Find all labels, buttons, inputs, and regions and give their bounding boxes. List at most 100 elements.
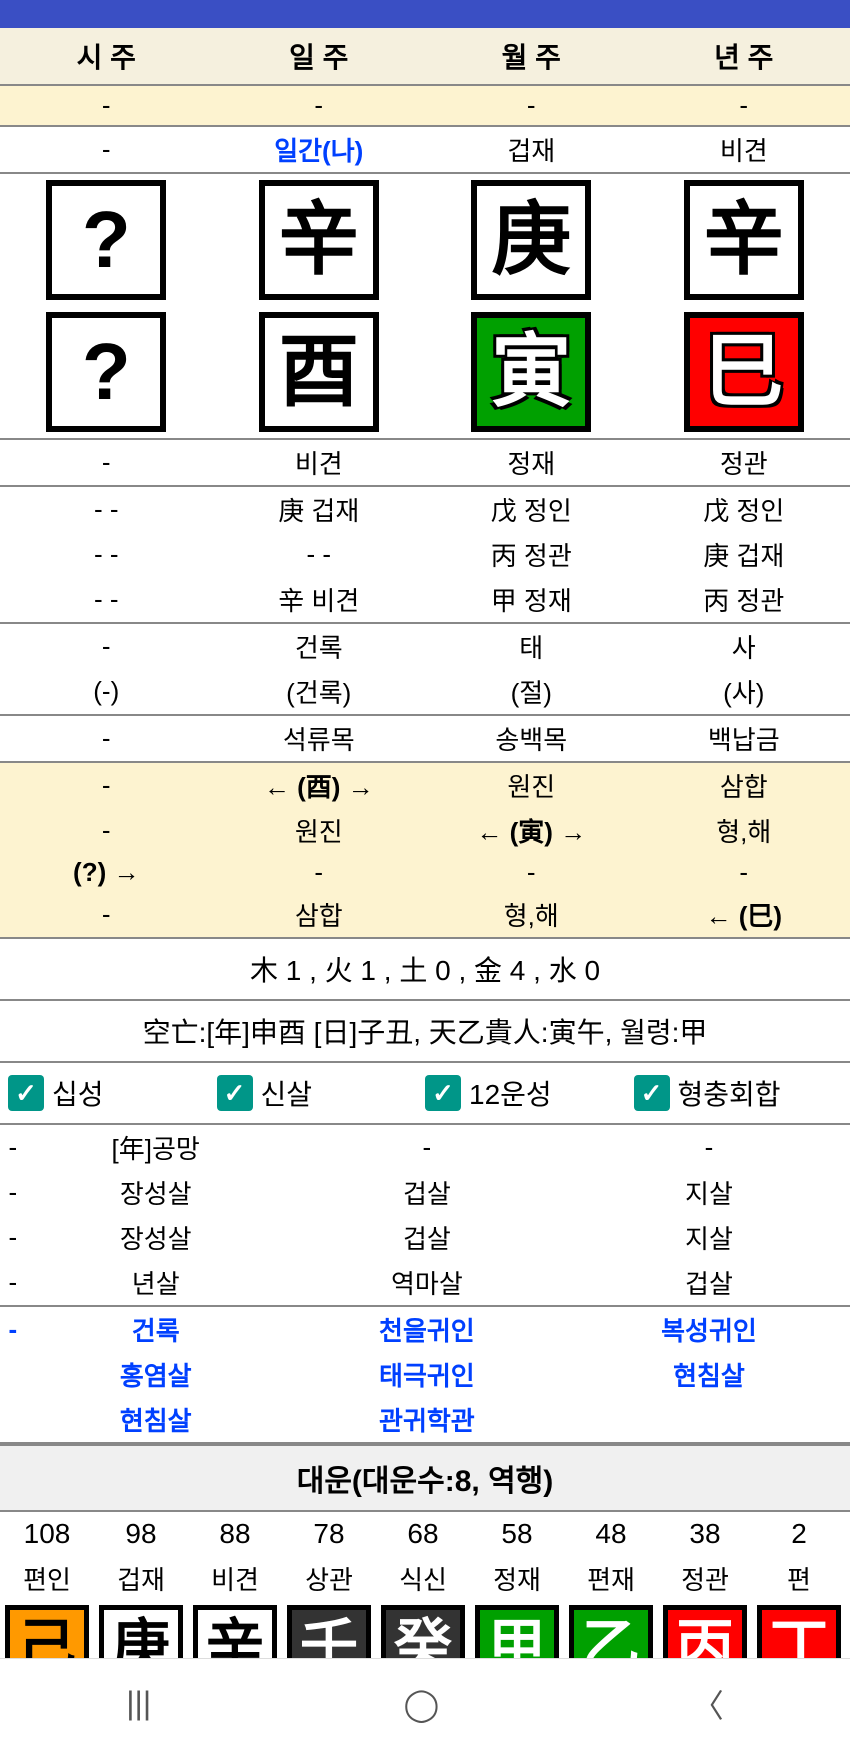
daeun-age: 98: [94, 1512, 188, 1556]
android-navbar: ||| ◯ 〈: [0, 1658, 850, 1748]
branch-hour[interactable]: ?: [46, 312, 166, 432]
cell: [0, 1352, 26, 1397]
hap-row: - 삼합 형,해 ← (巳): [0, 892, 850, 938]
cell: -: [0, 1125, 26, 1170]
sal-row: - 년살 역마살 겁살: [0, 1260, 850, 1306]
check-icon: ✓: [217, 1075, 253, 1111]
check-icon: ✓: [425, 1075, 461, 1111]
header-row: 시 주 일 주 월 주 년 주: [0, 28, 850, 85]
cell: 백납금: [638, 715, 850, 762]
cell: 겁살: [286, 1170, 568, 1215]
cell: 지살: [568, 1215, 850, 1260]
cell: 현침살: [26, 1397, 286, 1442]
cell: 장성살: [26, 1170, 286, 1215]
cell: 천을귀인: [286, 1306, 568, 1352]
daeun-label: 편인: [0, 1556, 94, 1605]
cell: 정관: [638, 439, 850, 486]
back-icon[interactable]: 〈: [692, 1681, 724, 1727]
daeun-label: 식신: [376, 1556, 470, 1605]
cell: 석류목: [213, 715, 426, 762]
check-label: 12운성: [469, 1073, 552, 1113]
check-12un[interactable]: ✓12운성: [425, 1073, 634, 1113]
cell: -: [0, 715, 213, 762]
cell: 辛 비견: [213, 577, 426, 623]
branch-row: ? 酉 寅 巳: [0, 306, 850, 439]
cell: -: [0, 1170, 26, 1215]
sal-row: - 장성살 겁살 지살: [0, 1215, 850, 1260]
cell: 형,해: [425, 892, 638, 938]
cell: 甲 정재: [425, 577, 638, 623]
cell: (사): [638, 669, 850, 715]
daeun-label: 정재: [470, 1556, 564, 1605]
sinsal-table: - [年]공망 - - - 장성살 겁살 지살 - 장성살 겁살 지살 - 년살…: [0, 1125, 850, 1442]
cell: -: [213, 853, 426, 892]
check-sinsal[interactable]: ✓신살: [217, 1073, 426, 1113]
napeum-row: - 석류목 송백목 백납금: [0, 715, 850, 762]
hidden-stem-row: - - 庚 겁재 戊 정인 戊 정인: [0, 486, 850, 532]
cell: 역마살: [286, 1260, 568, 1306]
cell: [0, 1397, 26, 1442]
check-label: 형충회합: [678, 1073, 781, 1113]
branch-year[interactable]: 巳: [684, 312, 804, 432]
home-icon[interactable]: ◯: [404, 1685, 440, 1723]
cell: 사: [638, 623, 850, 669]
main-table: 시 주 일 주 월 주 년 주 - - - - - 일간(나) 겁재 비견 ? …: [0, 28, 850, 1063]
cell: -: [0, 892, 213, 938]
daeun-age: 2: [752, 1512, 846, 1556]
daeun-label: 편재: [564, 1556, 658, 1605]
cell: 庚 겁재: [638, 532, 850, 577]
check-icon: ✓: [634, 1075, 670, 1111]
cell: - -: [0, 577, 213, 623]
checkbox-row: ✓십성 ✓신살 ✓12운성 ✓형충회합: [0, 1063, 850, 1125]
cell: 현침살: [568, 1352, 850, 1397]
cell: 원진: [213, 808, 426, 853]
cell: - -: [0, 532, 213, 577]
cell: 건록: [213, 623, 426, 669]
cell: 丙 정관: [425, 532, 638, 577]
cell: -: [0, 439, 213, 486]
hdr-year: 년 주: [638, 28, 850, 85]
cell: 장성살: [26, 1215, 286, 1260]
sal-row: - [年]공망 - -: [0, 1125, 850, 1170]
daeun-label: 비견: [188, 1556, 282, 1605]
cell: 태: [425, 623, 638, 669]
hap-row: - ← (酉) → 원진 삼합: [0, 762, 850, 808]
info-text: 空亡:[年]申酉 [日]子丑, 天乙貴人:寅午, 월령:甲: [0, 1000, 850, 1062]
stem-day[interactable]: 辛: [259, 180, 379, 300]
check-label: 십성: [52, 1073, 104, 1113]
branch-day[interactable]: 酉: [259, 312, 379, 432]
check-hap[interactable]: ✓형충회합: [634, 1073, 843, 1113]
cell: - -: [213, 532, 426, 577]
cell: 비견: [213, 439, 426, 486]
cell: 건록: [26, 1306, 286, 1352]
cell: 비견: [638, 126, 850, 173]
daeun-title: 대운(대운수:8, 역행): [0, 1442, 850, 1512]
cell: -: [425, 85, 638, 126]
ten-god-row-1: - 일간(나) 겁재 비견: [0, 126, 850, 173]
cell: -: [638, 853, 850, 892]
hidden-stem-row: - - - - 丙 정관 庚 겁재: [0, 532, 850, 577]
sal-row: - 장성살 겁살 지살: [0, 1170, 850, 1215]
daeun-age: 88: [188, 1512, 282, 1556]
daeun-age: 78: [282, 1512, 376, 1556]
cell: -: [0, 1260, 26, 1306]
branch-month[interactable]: 寅: [471, 312, 591, 432]
cell: (절): [425, 669, 638, 715]
cell: 복성귀인: [568, 1306, 850, 1352]
cell: -: [568, 1125, 850, 1170]
stem-row: ? 辛 庚 辛: [0, 173, 850, 306]
stem-month[interactable]: 庚: [471, 180, 591, 300]
ten-god-row-2: - 비견 정재 정관: [0, 439, 850, 486]
cell: 태극귀인: [286, 1352, 568, 1397]
hidden-stem-row: - - 辛 비견 甲 정재 丙 정관: [0, 577, 850, 623]
cell: (건록): [213, 669, 426, 715]
recent-apps-icon[interactable]: |||: [126, 1685, 151, 1722]
cell: 삼합: [213, 892, 426, 938]
cell: ← (寅) →: [425, 808, 638, 853]
cell: -: [0, 85, 213, 126]
blue-sal-row: 홍염살 태극귀인 현침살: [0, 1352, 850, 1397]
check-sipseong[interactable]: ✓십성: [8, 1073, 217, 1113]
daeun-label: 겁재: [94, 1556, 188, 1605]
stem-hour[interactable]: ?: [46, 180, 166, 300]
stem-year[interactable]: 辛: [684, 180, 804, 300]
